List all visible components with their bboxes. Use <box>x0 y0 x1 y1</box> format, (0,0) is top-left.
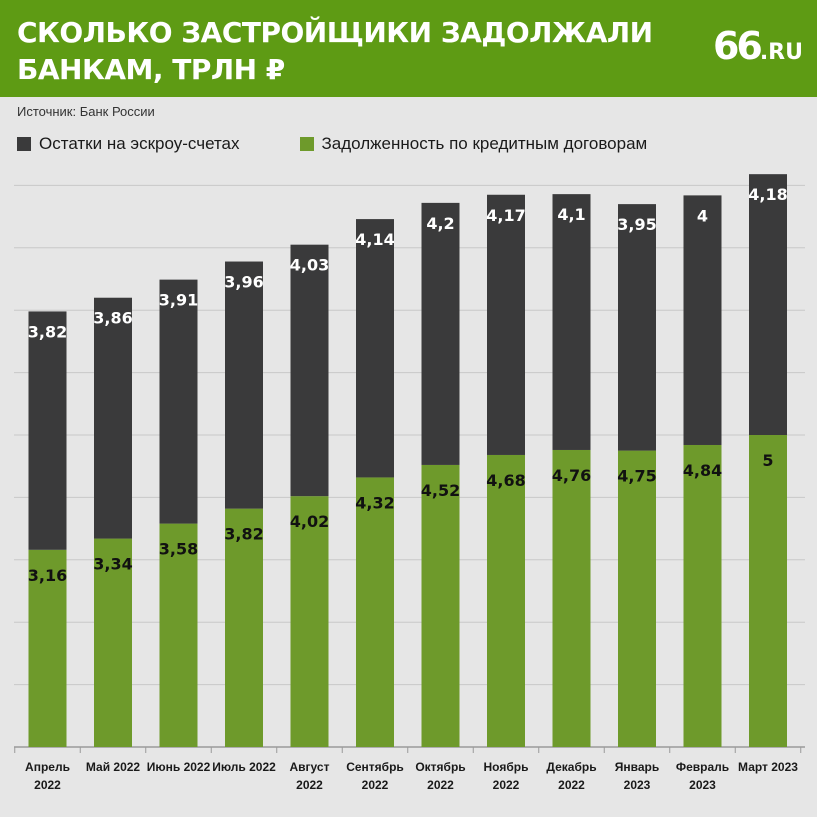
x-tick-label: Февраль <box>676 760 729 774</box>
bar-loans <box>683 444 722 747</box>
bar-loans <box>159 523 198 747</box>
bar-loans <box>552 449 591 747</box>
logo-number: 66 <box>712 24 763 68</box>
bar-loans <box>618 450 656 747</box>
x-tick-label: 2022 <box>34 778 61 792</box>
bar-escrow <box>683 195 722 445</box>
data-label-escrow: 3,82 <box>28 322 67 341</box>
data-label-loans: 4,32 <box>355 493 394 512</box>
legend-label-loans: Задолженность по кредитным договорам <box>321 134 648 153</box>
x-tick-label: Май 2022 <box>86 760 141 774</box>
x-tick-label: 2022 <box>296 778 323 792</box>
x-tick-label: Март 2023 <box>738 760 798 774</box>
header-bar: СКОЛЬКО ЗАСТРОЙЩИКИ ЗАДОЛЖАЛИ БАНКАМ, ТР… <box>0 0 817 97</box>
x-tick-label: Август <box>290 760 330 774</box>
x-tick-label: Январь <box>615 760 659 774</box>
bar-escrow <box>159 279 198 524</box>
data-label-escrow: 4,17 <box>486 206 525 225</box>
legend-item-loans: Задолженность по кредитным договорам <box>299 134 648 154</box>
data-label-loans: 3,58 <box>159 540 198 559</box>
bar-escrow <box>421 202 460 465</box>
bar-loans <box>225 508 263 747</box>
data-label-loans: 4,52 <box>421 481 460 500</box>
chart-title: СКОЛЬКО ЗАСТРОЙЩИКИ ЗАДОЛЖАЛИ БАНКАМ, ТР… <box>17 14 677 88</box>
bar-escrow <box>618 204 656 451</box>
bar-loans <box>290 496 329 747</box>
data-label-escrow: 3,91 <box>159 291 198 310</box>
data-label-escrow: 3,96 <box>224 273 263 292</box>
data-label-escrow: 4,03 <box>290 256 329 275</box>
bar-loans <box>749 435 787 747</box>
data-label-loans: 5 <box>762 451 773 470</box>
x-tick-label: Сентябрь <box>346 760 404 774</box>
title-line-2: БАНКАМ, ТРЛН ₽ <box>17 53 285 86</box>
x-tick-label: 2022 <box>362 778 389 792</box>
x-tick-label: Ноябрь <box>484 760 529 774</box>
bar-escrow <box>94 297 132 539</box>
x-tick-label: Декабрь <box>546 760 596 774</box>
data-label-loans: 4,75 <box>617 467 656 486</box>
data-label-loans: 3,34 <box>93 555 132 574</box>
logo-domain: .RU <box>759 40 803 65</box>
data-label-escrow: 3,95 <box>617 215 656 234</box>
data-label-loans: 4,68 <box>486 471 525 490</box>
x-tick-label: 2022 <box>558 778 585 792</box>
x-tick-label: Апрель <box>25 760 70 774</box>
legend: Остатки на эскроу-счетах Задолженность п… <box>17 134 707 154</box>
data-label-escrow: 4,1 <box>557 205 585 224</box>
data-label-loans: 4,76 <box>552 466 591 485</box>
bar-loans <box>28 549 67 747</box>
data-label-loans: 4,84 <box>683 461 722 480</box>
bar-escrow <box>487 194 525 455</box>
legend-label-escrow: Остатки на эскроу-счетах <box>39 134 240 153</box>
bar-loans <box>421 464 460 747</box>
bar-loans <box>356 477 394 747</box>
data-label-loans: 3,82 <box>224 525 263 544</box>
bar-loans <box>487 454 525 747</box>
data-label-escrow: 3,86 <box>93 309 132 328</box>
data-label-escrow: 4,2 <box>426 214 454 233</box>
source-note: Источник: Банк России <box>17 104 155 119</box>
site-logo[interactable]: 66.RU <box>713 24 803 68</box>
x-tick-label: Октябрь <box>415 760 465 774</box>
bar-escrow <box>356 219 394 478</box>
bar-escrow <box>552 194 591 450</box>
title-line-1: СКОЛЬКО ЗАСТРОЙЩИКИ ЗАДОЛЖАЛИ <box>17 16 653 49</box>
bar-escrow <box>749 174 787 435</box>
bar-escrow <box>225 261 263 509</box>
legend-swatch-escrow <box>17 137 31 151</box>
data-label-escrow: 4,18 <box>748 185 787 204</box>
x-tick-label: Июль 2022 <box>212 760 276 774</box>
bar-loans <box>94 538 132 747</box>
bar-escrow <box>290 244 329 497</box>
bar-escrow <box>28 311 67 550</box>
x-tick-label: 2022 <box>493 778 520 792</box>
x-tick-label: 2023 <box>624 778 651 792</box>
x-tick-label: 2022 <box>427 778 454 792</box>
data-label-escrow: 4,14 <box>355 230 394 249</box>
data-label-loans: 3,16 <box>28 566 67 585</box>
legend-item-escrow: Остатки на эскроу-счетах <box>17 134 240 154</box>
x-tick-label: Июнь 2022 <box>147 760 211 774</box>
data-label-loans: 4,02 <box>290 512 329 531</box>
x-tick-label: 2023 <box>689 778 716 792</box>
data-label-escrow: 4 <box>697 206 708 225</box>
legend-swatch-loans <box>299 137 314 151</box>
